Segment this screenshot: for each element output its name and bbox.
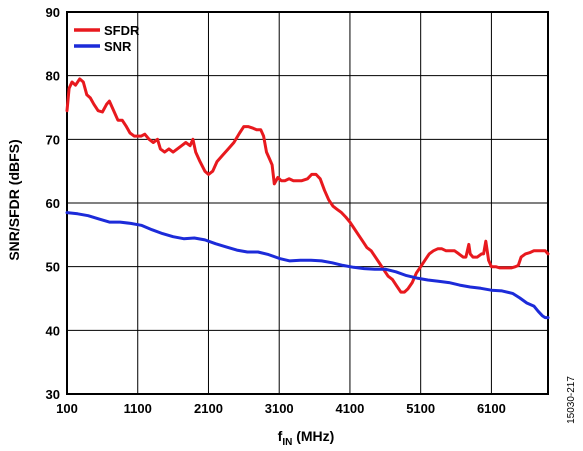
x-tick-1100: 1100 <box>124 401 152 416</box>
y-tick-70: 70 <box>46 132 60 147</box>
x-tick-labels: 100 1100 2100 3100 4100 5100 6100 <box>56 401 506 416</box>
legend-label-sfdr: SFDR <box>104 23 140 38</box>
x-tick-100: 100 <box>56 401 78 416</box>
x-tick-4100: 4100 <box>335 401 364 416</box>
figure-id: 15030-217 <box>566 376 577 424</box>
x-tick-3100: 3100 <box>265 401 294 416</box>
legend: SFDR SNR <box>74 23 140 54</box>
y-tick-labels: 30 40 50 60 70 80 90 <box>46 5 60 402</box>
y-tick-90: 90 <box>46 5 60 20</box>
y-tick-60: 60 <box>46 196 60 211</box>
y-axis-label: SNR/SFDR (dBFS) <box>6 139 22 260</box>
y-tick-40: 40 <box>46 323 60 338</box>
series-layer <box>65 77 550 320</box>
x-axis-label-main: f <box>278 428 283 444</box>
x-axis-label-sub: IN <box>282 437 292 448</box>
x-tick-5100: 5100 <box>406 401 435 416</box>
y-tick-30: 30 <box>46 387 60 402</box>
x-tick-6100: 6100 <box>477 401 506 416</box>
x-axis-label: fIN (MHz) <box>278 428 335 448</box>
plot-frame <box>66 11 549 395</box>
series-line-sfdr <box>65 77 550 294</box>
y-tick-80: 80 <box>46 69 60 84</box>
legend-label-snr: SNR <box>104 39 132 54</box>
series-line-snr <box>65 211 550 320</box>
x-axis-label-unit: (MHz) <box>292 428 334 444</box>
x-tick-2100: 2100 <box>194 401 223 416</box>
grid <box>67 12 548 394</box>
y-tick-50: 50 <box>46 260 60 275</box>
